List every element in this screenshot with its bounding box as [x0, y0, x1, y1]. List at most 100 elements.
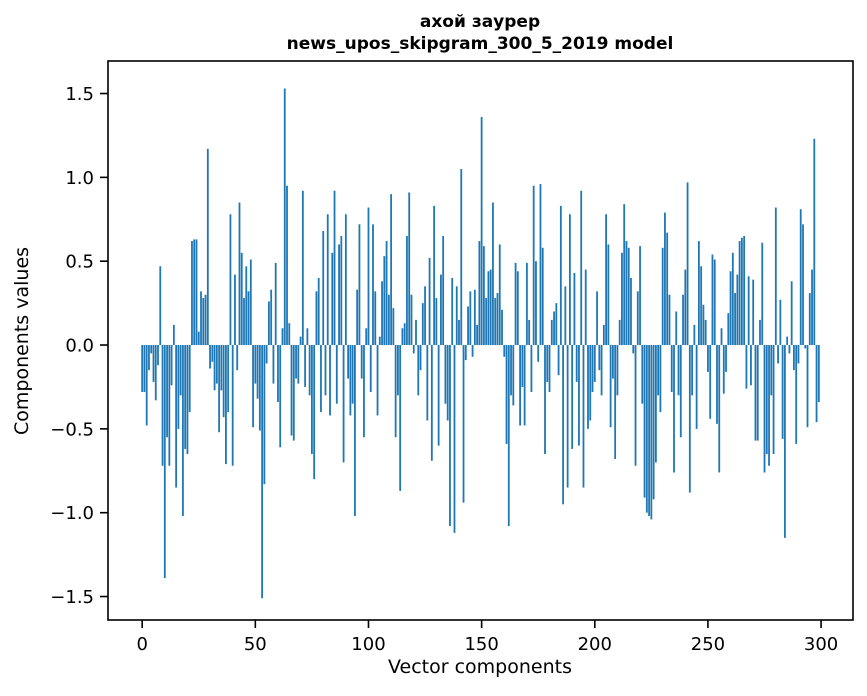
bar	[449, 345, 451, 527]
bar	[639, 246, 641, 346]
bar	[795, 345, 798, 444]
bar	[578, 345, 580, 446]
bar	[240, 252, 243, 346]
bar	[268, 301, 270, 346]
bar	[700, 266, 703, 346]
bar	[347, 345, 350, 379]
bar	[453, 345, 456, 533]
bar	[324, 345, 327, 396]
bar	[297, 345, 300, 384]
bar	[668, 294, 671, 346]
bar	[464, 345, 467, 361]
bar	[666, 232, 669, 346]
bar	[788, 345, 791, 354]
bar	[435, 298, 438, 346]
bar	[272, 345, 275, 384]
bar	[593, 345, 596, 382]
bar	[763, 345, 766, 473]
bar	[768, 345, 770, 466]
bar	[322, 231, 325, 346]
y-axis-label: Components values	[11, 247, 33, 435]
bar	[616, 345, 619, 396]
bar	[611, 345, 614, 379]
bar	[220, 345, 223, 391]
bar	[743, 236, 746, 346]
bar	[684, 269, 687, 346]
bar	[166, 345, 168, 438]
bar	[641, 345, 644, 404]
bar	[492, 202, 494, 346]
bar	[510, 345, 512, 396]
bar	[718, 345, 721, 473]
bar	[591, 345, 594, 392]
bar	[462, 345, 465, 503]
bar	[234, 274, 236, 346]
bar	[385, 241, 388, 346]
bar	[790, 281, 793, 346]
bar	[487, 271, 490, 346]
bar	[417, 345, 420, 396]
bar	[451, 277, 454, 346]
bar	[804, 345, 807, 349]
bar	[609, 345, 612, 428]
bar	[770, 345, 773, 396]
bar	[544, 345, 546, 455]
bar	[326, 214, 329, 346]
bar	[729, 271, 732, 346]
bar	[467, 306, 469, 346]
bar	[657, 345, 660, 396]
bar	[442, 236, 445, 346]
bar	[301, 190, 304, 346]
bar	[308, 345, 311, 396]
bar	[211, 345, 214, 362]
bar	[408, 192, 411, 346]
bar	[295, 345, 297, 379]
bar	[501, 309, 503, 346]
y-tick-label: −1.5	[50, 587, 94, 608]
bar	[478, 241, 481, 346]
bar	[320, 345, 322, 413]
bar	[734, 293, 736, 346]
bar	[686, 182, 689, 346]
bar	[600, 345, 603, 396]
bar	[172, 324, 175, 346]
plot-frame	[107, 60, 854, 621]
bar	[713, 259, 716, 346]
bar	[387, 294, 390, 346]
bar	[274, 262, 277, 346]
bar	[525, 262, 528, 346]
bar	[446, 345, 449, 421]
bar	[645, 345, 648, 513]
y-tick-label: 0.5	[65, 252, 94, 273]
bar	[496, 293, 499, 346]
bar	[415, 319, 417, 346]
bar	[707, 345, 709, 372]
bar	[813, 138, 816, 346]
bar	[383, 256, 386, 346]
x-tick-label: 100	[351, 634, 385, 655]
bar	[797, 345, 800, 364]
bar	[254, 345, 257, 384]
bar	[817, 345, 820, 403]
bar	[774, 207, 777, 346]
bar	[602, 324, 605, 346]
bar	[281, 328, 284, 346]
bar	[716, 345, 718, 424]
bar	[200, 291, 202, 346]
bar	[580, 190, 583, 346]
bar	[573, 272, 576, 346]
bar	[575, 345, 578, 382]
bar	[473, 289, 476, 346]
bar	[494, 298, 497, 346]
bar	[376, 345, 379, 416]
bar	[426, 345, 429, 421]
bar	[553, 311, 555, 346]
bar	[539, 184, 542, 346]
bar	[143, 345, 146, 392]
bar	[292, 345, 295, 441]
bar	[781, 345, 784, 439]
bar	[170, 345, 173, 386]
bar	[673, 345, 675, 473]
bar	[191, 241, 193, 346]
bar	[777, 345, 779, 364]
